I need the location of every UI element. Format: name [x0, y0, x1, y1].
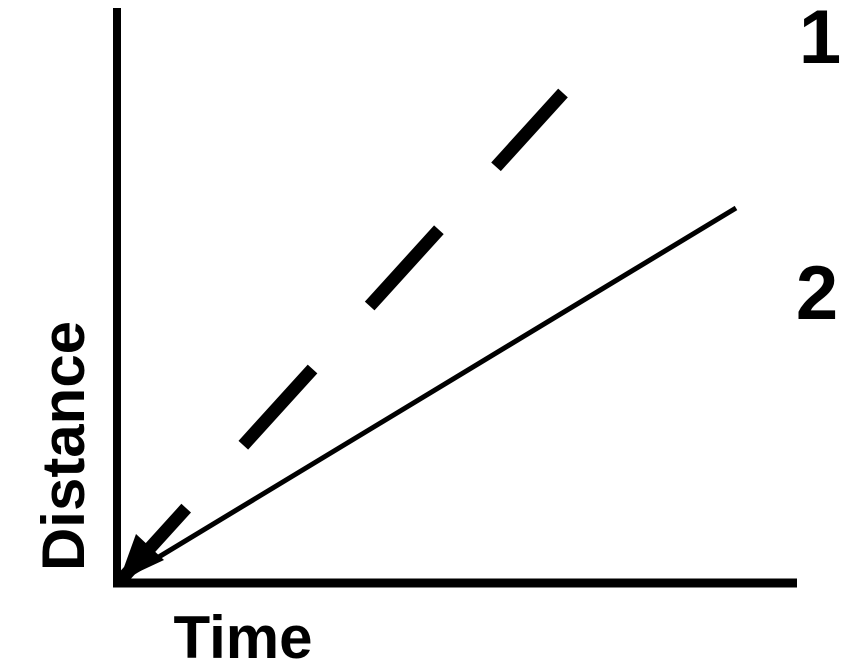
- y-axis-label: Distance: [30, 320, 97, 572]
- line-1-dashed: [116, 88, 568, 585]
- line-2-label: 2: [795, 251, 839, 336]
- x-axis-label: Time: [173, 604, 313, 671]
- line-1-label: 1: [798, 0, 842, 80]
- line-2-solid: [117, 205, 738, 584]
- line-1-origin-arrowhead-icon: [119, 534, 164, 581]
